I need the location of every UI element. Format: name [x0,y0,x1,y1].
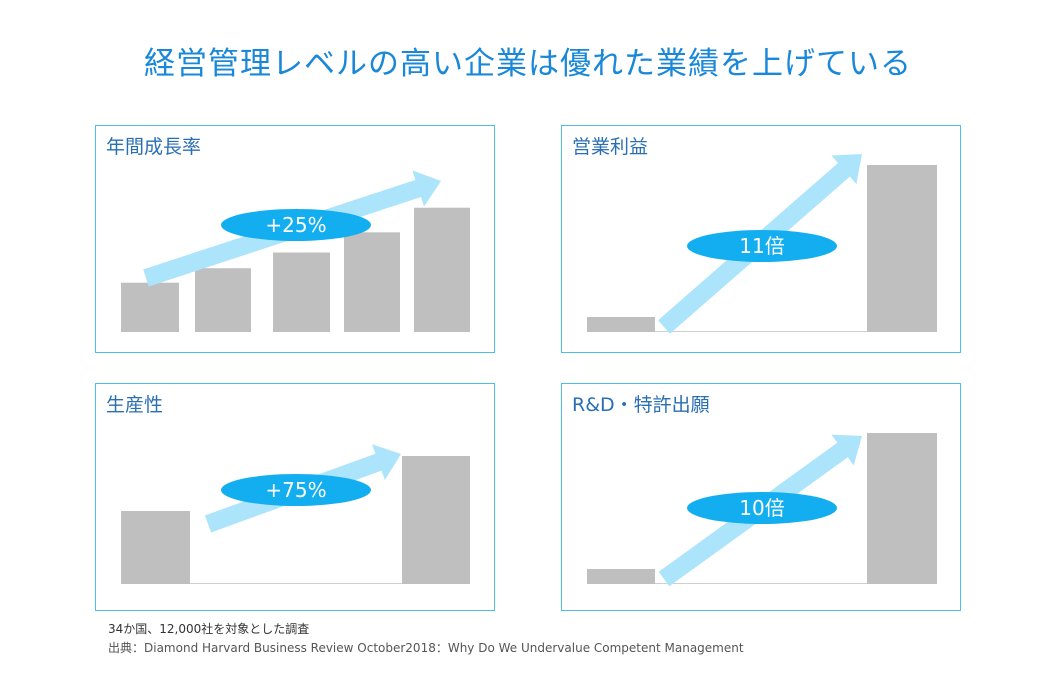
annotation-label: 10倍 [739,496,784,520]
chart-panel-productivity: 生産性 +75% [95,383,495,611]
chart-panel-operating-profit: 営業利益 11倍 [561,125,961,353]
chart-svg: 11倍 [587,154,937,334]
chart-panel-growth: 年間成長率 +25% [95,125,495,353]
annotation-ellipse [687,492,837,524]
chart-svg: +75% [121,444,470,584]
annotation-label: +25% [265,213,326,237]
chart-title: 年間成長率 [106,136,202,158]
bar [867,165,937,332]
chart-panel-rnd-patents: R&D・特許出願 10倍 [561,383,961,611]
annotation-ellipse [687,230,837,262]
bar [414,207,470,332]
page-title: 経営管理レベルの高い企業は優れた業績を上げている [144,46,912,82]
survey-note: 34か国、12,000社を対象とした調査 [108,622,310,636]
chart-svg: 10倍 [587,433,937,587]
bar [587,569,655,584]
bar [344,232,400,332]
bar [402,456,470,584]
bar [121,282,179,332]
annotation-ellipse [221,209,371,241]
chart-title: R&D・特許出願 [572,394,710,416]
chart-title: 営業利益 [572,136,649,158]
annotation-label: +75% [265,478,326,502]
bar [587,317,655,332]
annotation-label: 11倍 [739,234,784,258]
chart-title: 生産性 [106,394,164,416]
chart-svg: +25% [121,170,470,332]
source-citation: 出典：Diamond Harvard Business Review Octob… [108,641,744,655]
bar [867,433,937,584]
bar [273,252,330,332]
annotation-ellipse [221,474,371,506]
bar [195,268,251,332]
bar [121,511,190,584]
